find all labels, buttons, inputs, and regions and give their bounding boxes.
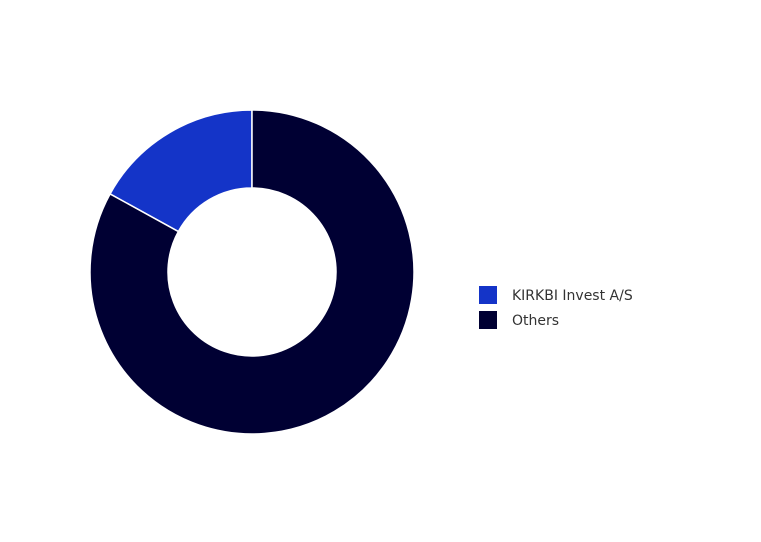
- legend-label: KIRKBI Invest A/S: [512, 288, 633, 304]
- donut-slice: [109, 109, 253, 233]
- legend-swatch: [479, 311, 497, 329]
- legend-swatch: [479, 286, 497, 304]
- donut-slice: [89, 109, 415, 435]
- legend-label: Others: [512, 313, 559, 329]
